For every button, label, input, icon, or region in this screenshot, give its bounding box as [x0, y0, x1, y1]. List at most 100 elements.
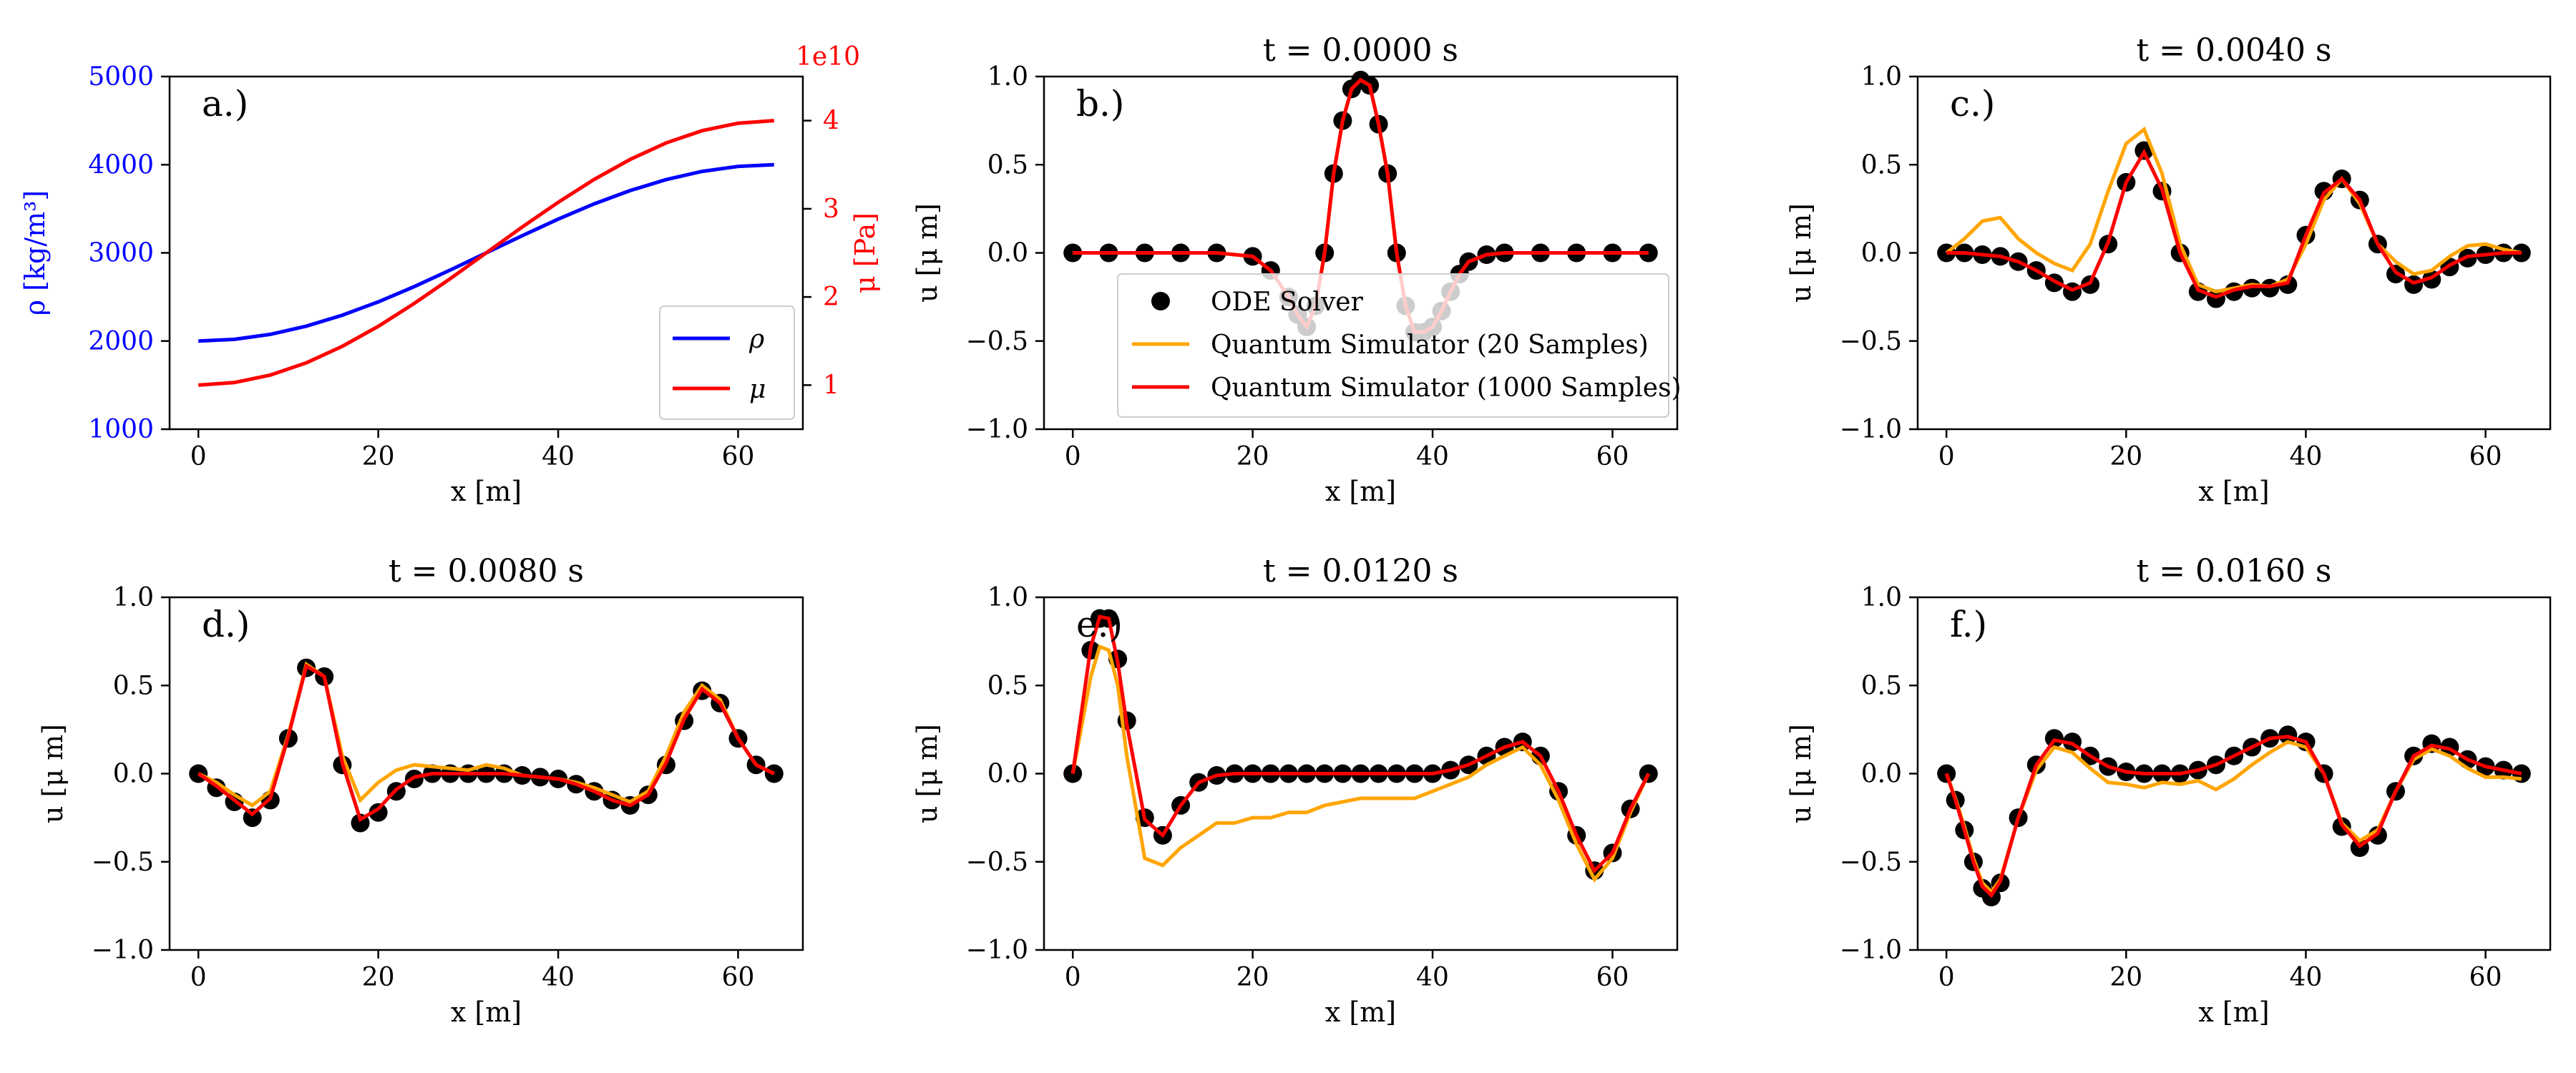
chart-panel-b: 0 20 40 60 x [m] −1.0 −0.5 0.0 0.5 1.0 t = 0.0000 … — [912, 32, 1682, 507]
axes-frame — [1043, 75, 1679, 431]
y-tick-label: 0.0 — [113, 760, 154, 789]
x-axis-label: x [m] — [451, 476, 522, 507]
q1000-line — [1944, 735, 2522, 898]
x-tick-label: 0 — [1065, 963, 1081, 992]
x-tick-label: 40 — [1416, 963, 1449, 992]
y-tick-label: 0.5 — [113, 671, 154, 700]
y-axis-label-right: μ [Pa] — [849, 212, 881, 293]
q20-line — [1070, 644, 1651, 883]
x-tick-label: 60 — [722, 442, 755, 471]
x-axis-label: x [m] — [451, 996, 522, 1028]
x-tick-label: 60 — [1596, 963, 1629, 992]
y-tick-label: 0.0 — [987, 239, 1028, 268]
x-tick-label: 40 — [2290, 963, 2323, 992]
y-tick-label-right: 4 — [823, 107, 839, 136]
y-tick-label: −1.0 — [1840, 415, 1902, 444]
axes-frame — [168, 75, 804, 431]
y-tick-label: −0.5 — [92, 848, 154, 877]
x-tick-label: 0 — [1065, 442, 1081, 471]
y-tick-label: 0.0 — [1861, 760, 1902, 789]
legend-label-ode: ODE Solver — [1211, 288, 1364, 317]
legend-label-q20: Quantum Simulator (20 Samples) — [1211, 330, 1649, 360]
x-tick-label: 60 — [1596, 442, 1629, 471]
chart-title: t = 0.0000 s — [1263, 32, 1458, 69]
chart-panel-f: 0 20 40 60 x [m] −1.0 −0.5 0.0 0.5 1.0 t = 0.0160 … — [1785, 553, 2552, 1028]
x-tick-label: 20 — [362, 442, 395, 471]
legend-label: μ — [749, 375, 766, 404]
y-tick-label: 0.5 — [1861, 150, 1902, 180]
chart-panel-d: 0 20 40 60 x [m] −1.0 −0.5 0.0 0.5 1.0 t = 0.0080 … — [37, 553, 804, 1028]
axes-frame — [168, 596, 804, 951]
chart-title: t = 0.0080 s — [389, 553, 584, 589]
y-tick-label: 1.0 — [1861, 62, 1902, 92]
panel-label: c.) — [1950, 83, 1995, 124]
y-axis-label-left: ρ [kg/m³] — [19, 190, 51, 316]
panel-label: a.) — [202, 83, 248, 124]
y-tick-label: −1.0 — [92, 936, 154, 965]
y-axis-label: u [μ m] — [912, 203, 943, 303]
x-axis-label: x [m] — [1325, 476, 1396, 507]
x-tick-label: 40 — [2290, 442, 2323, 471]
x-tick-label: 0 — [1938, 963, 1955, 992]
y-tick-label: 0.5 — [1861, 671, 1902, 700]
right-axis-offset-text: 1e10 — [796, 42, 860, 72]
y-tick-label: −1.0 — [966, 415, 1028, 444]
q1000-line — [1946, 148, 2522, 299]
y-tick-label: −0.5 — [1840, 848, 1902, 877]
y-axis-label: u [μ m] — [37, 724, 69, 823]
x-tick-label: 0 — [190, 442, 207, 471]
axes-frame — [1043, 596, 1679, 951]
y-tick-label: 0.5 — [987, 150, 1028, 180]
panel-label: d.) — [202, 604, 250, 645]
chart-panel-c: 0 20 40 60 x [m] −1.0 −0.5 0.0 0.5 1.0 t = 0.0040 … — [1785, 32, 2552, 507]
legend-box — [659, 305, 795, 420]
axes-frame — [1916, 75, 2552, 431]
legend-label-q1000: Quantum Simulator (1000 Samples) — [1211, 373, 1682, 403]
y-tick-label-right: 1 — [823, 371, 839, 400]
y-tick-label: 0.0 — [987, 760, 1028, 789]
q1000-line — [197, 663, 775, 823]
chart-panel-e: 0 20 40 60 x [m] −1.0 −0.5 0.0 0.5 1.0 t = 0.0120 … — [912, 553, 1679, 1028]
chart-title: t = 0.0160 s — [2136, 553, 2331, 589]
y-tick-label: −0.5 — [1840, 327, 1902, 356]
axes-frame — [1916, 596, 2552, 951]
y-tick-label: 0.5 — [987, 671, 1028, 700]
x-tick-label: 60 — [722, 963, 755, 992]
ode-point — [243, 808, 262, 828]
y-tick-label-right: 2 — [823, 283, 839, 312]
x-axis-label: x [m] — [2198, 996, 2269, 1028]
x-tick-label: 0 — [190, 963, 207, 992]
x-tick-label: 20 — [1236, 963, 1269, 992]
y-tick-label-right: 3 — [823, 195, 839, 224]
x-axis-label: x [m] — [2198, 476, 2269, 507]
chart-panel-a: 0 20 40 60 x [m] 1000 2000 3000 4000 5000 1 2 3 4 1e10… — [19, 42, 881, 507]
x-tick-label: 20 — [2109, 442, 2142, 471]
x-tick-label: 60 — [2469, 442, 2502, 471]
q1000-line — [1070, 614, 1651, 874]
x-axis-label: x [m] — [1325, 996, 1396, 1028]
ode-point — [369, 803, 388, 822]
y-tick-label: 0.0 — [1861, 239, 1902, 268]
y-tick-label: 1.0 — [113, 583, 154, 612]
y-axis-label: u [μ m] — [912, 724, 943, 823]
x-tick-label: 40 — [542, 963, 575, 992]
x-tick-label: 60 — [2469, 963, 2502, 992]
y-tick-label: −0.5 — [966, 327, 1028, 356]
y-tick-label-left: 1000 — [88, 415, 154, 444]
y-tick-label-left: 2000 — [88, 327, 154, 356]
chart-title: t = 0.0040 s — [2136, 32, 2331, 69]
y-tick-label-left: 3000 — [88, 239, 154, 268]
y-tick-label: 1.0 — [987, 583, 1028, 612]
legend-box — [1117, 273, 1669, 418]
y-tick-label-left: 5000 — [88, 62, 154, 92]
y-axis-label: u [μ m] — [1785, 724, 1817, 823]
x-tick-label: 0 — [1938, 442, 1955, 471]
x-tick-label: 20 — [362, 963, 395, 992]
y-tick-label: 1.0 — [1861, 583, 1902, 612]
y-tick-label: −0.5 — [966, 848, 1028, 877]
x-tick-label: 40 — [542, 442, 575, 471]
y-tick-label: 1.0 — [987, 62, 1028, 92]
q1000-line — [1073, 77, 1649, 334]
series-line-mu — [198, 119, 774, 387]
